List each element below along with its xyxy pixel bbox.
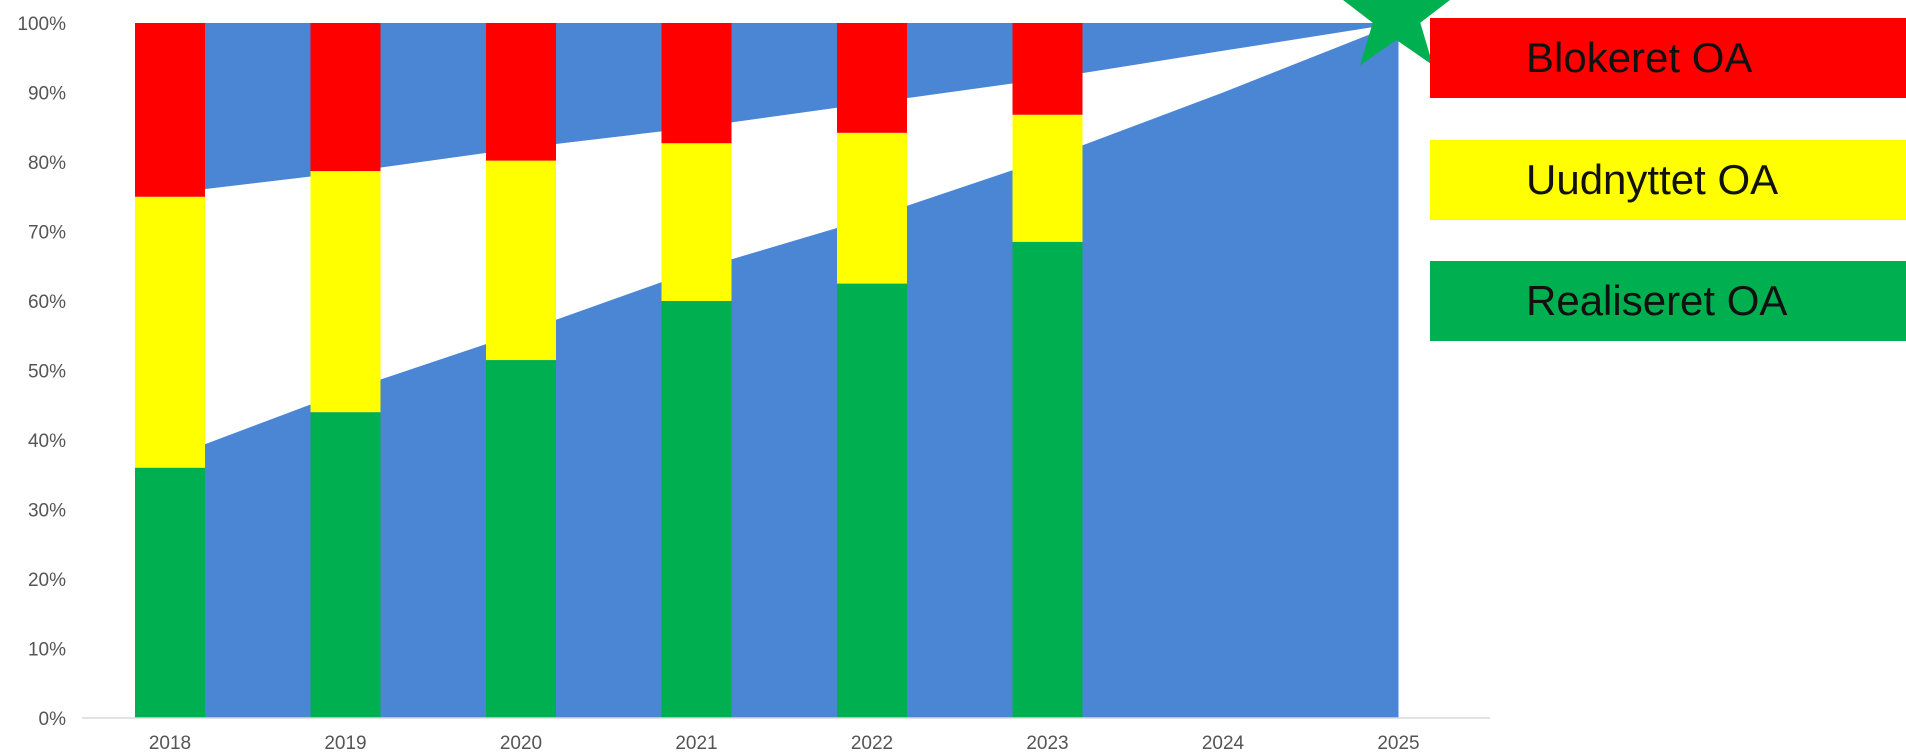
legend-item-blokeret-oa: Blokeret OA	[1430, 18, 1906, 98]
bar-realiseret-oa-2018	[135, 467, 205, 718]
bar-blokeret-oa-2018	[135, 23, 205, 197]
y-tick-label: 0%	[39, 709, 67, 730]
x-tick-label: 2020	[500, 733, 542, 753]
legend-item-realiseret-oa: Realiseret OA	[1430, 261, 1906, 341]
y-tick-label: 50%	[28, 362, 66, 383]
x-tick-label: 2021	[675, 733, 717, 753]
bars-group	[135, 23, 1083, 719]
bar-blokeret-oa-2023	[1012, 23, 1083, 115]
x-tick-label: 2022	[851, 733, 893, 753]
bar-realiseret-oa-2020	[486, 360, 556, 718]
x-tick-label: 2023	[1026, 733, 1068, 753]
legend-item-uudnyttet-oa: Uudnyttet OA	[1430, 140, 1906, 220]
bar-uudnyttet-oa-2021	[661, 143, 732, 301]
bar-realiseret-oa-2023	[1012, 241, 1083, 719]
trend-area-group	[135, 23, 1399, 718]
y-tick-label: 30%	[28, 501, 66, 522]
y-tick-label: 70%	[28, 223, 66, 244]
x-axis-ticks: 2018 2019 2020 2021 2022 2023 2024 2025	[149, 733, 1420, 753]
y-axis-ticks: 0% 10% 20% 30% 40% 50% 60% 70% 80% 90% 100%	[17, 14, 66, 730]
x-tick-label: 2019	[324, 733, 366, 753]
x-tick-label: 2025	[1377, 733, 1419, 753]
legend-label: Realiseret OA	[1526, 277, 1788, 324]
bar-blokeret-oa-2019	[310, 23, 381, 172]
bar-realiseret-oa-2022	[837, 283, 907, 718]
bar-blokeret-oa-2022	[837, 23, 907, 133]
y-tick-label: 90%	[28, 84, 66, 105]
legend-label: Blokeret OA	[1526, 34, 1753, 81]
y-tick-label: 20%	[28, 570, 66, 591]
bar-uudnyttet-oa-2019	[310, 171, 381, 413]
x-tick-label: 2018	[149, 733, 191, 753]
bar-blokeret-oa-2020	[486, 23, 556, 161]
bar-uudnyttet-oa-2018	[135, 196, 205, 468]
y-tick-label: 60%	[28, 292, 66, 313]
bar-blokeret-oa-2021	[661, 23, 732, 144]
y-tick-label: 10%	[28, 640, 66, 661]
target-star-group	[1342, 0, 1451, 66]
bar-uudnyttet-oa-2022	[837, 132, 907, 284]
legend-label: Uudnyttet OA	[1526, 156, 1779, 203]
bar-realiseret-oa-2021	[661, 301, 732, 718]
bar-realiseret-oa-2019	[310, 412, 381, 718]
bar-uudnyttet-oa-2023	[1012, 114, 1083, 242]
trend-area-top	[135, 23, 1399, 194]
bar-uudnyttet-oa-2020	[486, 160, 556, 361]
target-star-icon	[1342, 0, 1451, 66]
x-tick-label: 2024	[1202, 733, 1245, 753]
y-tick-label: 100%	[17, 14, 66, 35]
y-tick-label: 80%	[28, 153, 66, 174]
trend-area-bottom	[135, 23, 1399, 718]
y-tick-label: 40%	[28, 431, 66, 452]
